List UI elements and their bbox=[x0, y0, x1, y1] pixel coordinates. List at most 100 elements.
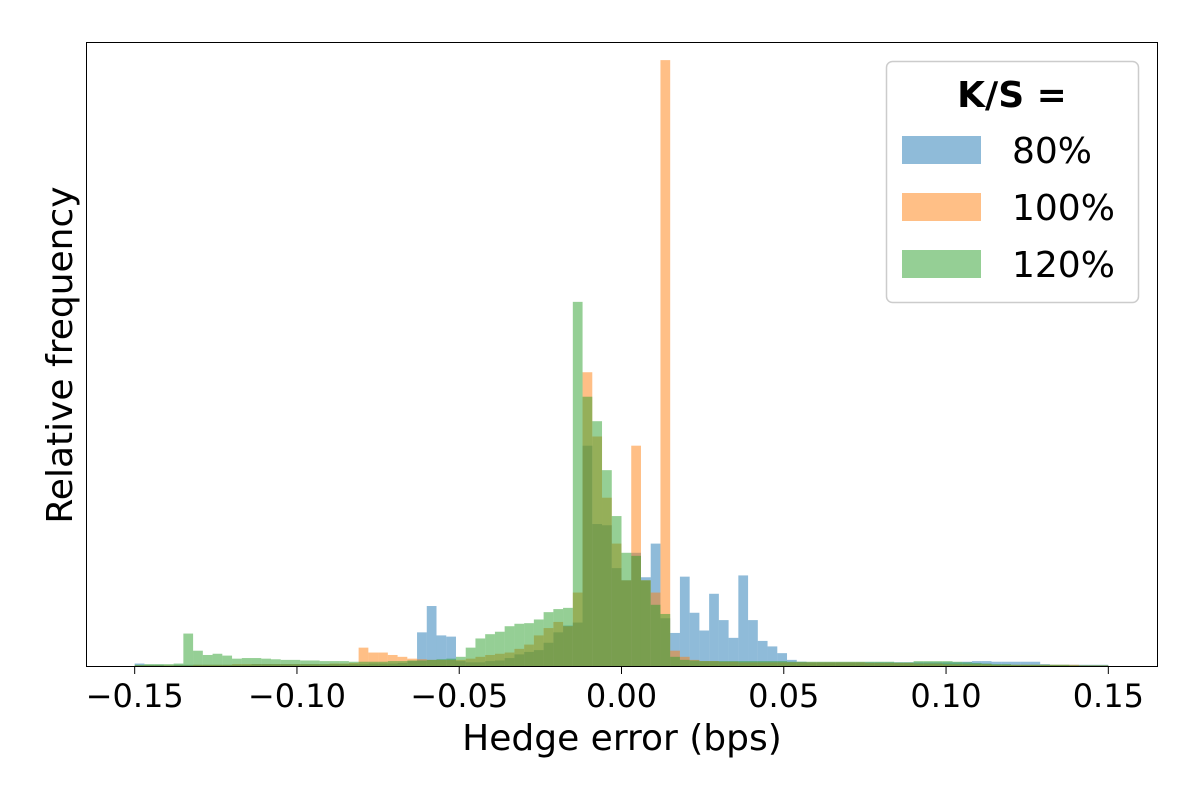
histogram-bar bbox=[806, 661, 817, 666]
histogram-bar bbox=[475, 638, 486, 666]
histogram-bar bbox=[679, 659, 690, 666]
histogram-bar bbox=[679, 576, 690, 666]
histogram-bar bbox=[689, 660, 700, 666]
histogram-bar bbox=[884, 661, 895, 666]
histogram-bar bbox=[767, 646, 778, 666]
histogram-bar bbox=[1001, 661, 1011, 666]
histogram-bar bbox=[1069, 665, 1080, 666]
histogram-bar bbox=[952, 661, 963, 666]
histogram-bar bbox=[845, 661, 856, 666]
histogram-bar bbox=[163, 664, 174, 666]
histogram-bar bbox=[533, 619, 544, 666]
legend-swatch bbox=[902, 136, 981, 164]
histogram-bar bbox=[494, 631, 505, 666]
histogram-bar bbox=[660, 60, 671, 667]
x-tick-label: −0.15 bbox=[86, 677, 184, 715]
histogram-bar bbox=[796, 661, 807, 666]
histogram-bar bbox=[582, 396, 593, 666]
histogram-bar bbox=[202, 654, 213, 666]
legend-title: K/S = bbox=[957, 75, 1067, 116]
x-tick-label: 0.00 bbox=[586, 677, 657, 715]
histogram-bar bbox=[455, 656, 466, 666]
histogram-bar bbox=[777, 661, 788, 666]
histogram-bar bbox=[465, 647, 476, 666]
histogram-bar bbox=[748, 620, 758, 666]
histogram-bar bbox=[1088, 665, 1099, 666]
histogram-bar bbox=[154, 664, 164, 666]
histogram-bar bbox=[816, 661, 826, 666]
histogram-bar bbox=[903, 662, 914, 666]
histogram-bar bbox=[241, 658, 252, 666]
histogram-bar bbox=[504, 626, 515, 666]
histogram-bar bbox=[300, 660, 310, 666]
histogram-bar bbox=[261, 658, 271, 666]
histogram-bar bbox=[718, 661, 729, 666]
histogram-bar bbox=[193, 650, 203, 666]
histogram-bar bbox=[358, 661, 369, 666]
legend-frame bbox=[885, 60, 1140, 304]
legend-label: 120% bbox=[1012, 245, 1115, 286]
histogram-bar bbox=[855, 661, 865, 666]
histogram-bar bbox=[270, 659, 281, 666]
histogram-bar bbox=[280, 659, 291, 666]
histogram-bar bbox=[1079, 665, 1089, 666]
histogram-bar bbox=[348, 661, 359, 666]
legend-entries: 80% 100% 120% bbox=[902, 131, 1115, 286]
histogram-bar bbox=[329, 661, 340, 666]
histogram-bar bbox=[1010, 661, 1021, 666]
histogram-bar bbox=[1030, 664, 1041, 666]
series-120pct bbox=[134, 301, 1109, 666]
histogram-bar bbox=[699, 630, 710, 666]
histogram-bar bbox=[738, 661, 749, 666]
histogram-bar bbox=[1059, 664, 1070, 666]
histogram-bar bbox=[563, 607, 573, 666]
histogram-bar bbox=[251, 658, 262, 666]
histogram-bar bbox=[825, 661, 836, 666]
histogram-bar bbox=[748, 661, 758, 666]
histogram-bar bbox=[592, 421, 603, 666]
histogram-bar bbox=[1020, 661, 1031, 666]
histogram-bar bbox=[1098, 665, 1109, 666]
histogram-bar bbox=[417, 660, 427, 666]
histogram-bar bbox=[572, 301, 583, 666]
histogram-bar bbox=[514, 623, 525, 666]
histogram-bar bbox=[923, 661, 934, 666]
histogram-bar bbox=[670, 632, 680, 666]
histogram-bar bbox=[728, 637, 739, 666]
histogram-bar bbox=[631, 555, 641, 666]
histogram-bar bbox=[874, 661, 885, 666]
histogram-bar bbox=[611, 516, 622, 666]
histogram-bar bbox=[407, 660, 418, 666]
histogram-bar bbox=[670, 656, 680, 666]
legend: K/S = 80% 100% 120% bbox=[885, 60, 1140, 304]
histogram-bar bbox=[728, 661, 739, 666]
histogram-bar bbox=[134, 663, 145, 666]
histogram-bar bbox=[397, 661, 408, 666]
histogram-bar bbox=[426, 606, 437, 666]
histogram-bar bbox=[660, 613, 671, 666]
histogram-bar bbox=[894, 662, 904, 666]
histogram-bar bbox=[387, 654, 398, 666]
histogram-bar bbox=[757, 640, 768, 666]
histogram-bar bbox=[368, 661, 379, 666]
legend-label: 80% bbox=[1012, 131, 1092, 172]
histogram-bar bbox=[543, 612, 554, 666]
histogram-bar bbox=[368, 652, 379, 666]
histogram-bar bbox=[553, 609, 564, 666]
x-tick-label: 0.05 bbox=[748, 677, 819, 715]
histogram-bar bbox=[650, 604, 661, 666]
histogram-bar bbox=[640, 580, 651, 666]
histogram-bar bbox=[232, 658, 242, 666]
histogram-bar bbox=[718, 620, 729, 666]
histogram-bar bbox=[212, 653, 223, 666]
histogram-bars bbox=[134, 60, 1109, 667]
histogram-bar bbox=[787, 661, 797, 666]
histogram-bar bbox=[991, 661, 1002, 666]
legend-label: 100% bbox=[1012, 188, 1115, 229]
histogram-bar bbox=[173, 663, 184, 666]
histogram-bar bbox=[378, 661, 388, 666]
histogram-bar bbox=[436, 635, 447, 666]
histogram-bar bbox=[319, 661, 330, 666]
